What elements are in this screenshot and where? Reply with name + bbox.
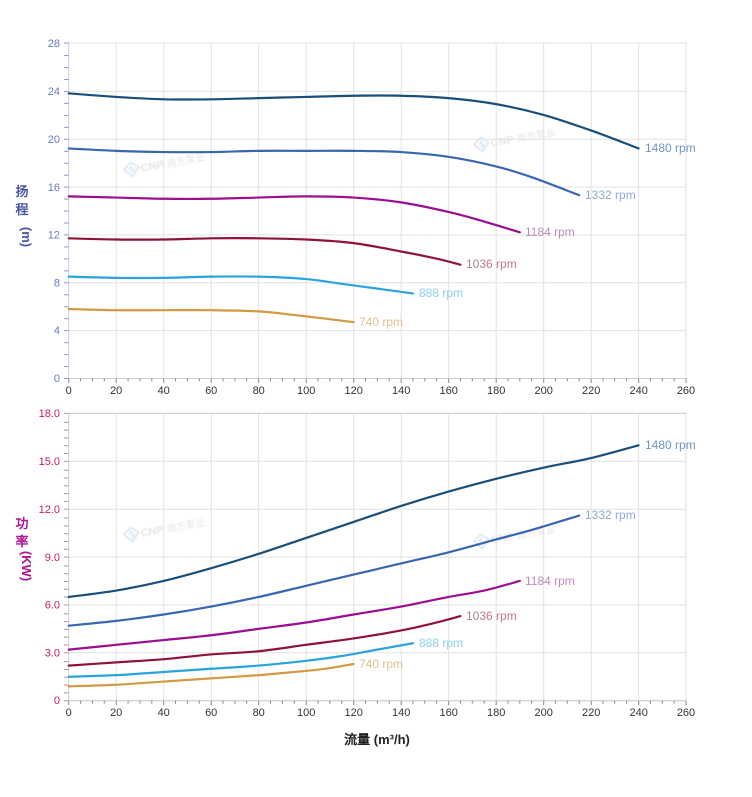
svg-text:740 rpm: 740 rpm bbox=[359, 657, 403, 671]
svg-text:1332 rpm: 1332 rpm bbox=[585, 188, 636, 202]
svg-text:16: 16 bbox=[48, 182, 60, 194]
svg-text:12: 12 bbox=[48, 230, 60, 242]
svg-text:220: 220 bbox=[582, 385, 600, 397]
svg-text:160: 160 bbox=[440, 707, 458, 719]
svg-text:15.0: 15.0 bbox=[39, 456, 60, 468]
svg-text:100: 100 bbox=[297, 385, 315, 397]
svg-text:240: 240 bbox=[630, 707, 648, 719]
svg-text:(m): (m) bbox=[19, 227, 34, 247]
svg-text:1036 rpm: 1036 rpm bbox=[466, 609, 517, 623]
svg-text:40: 40 bbox=[158, 385, 170, 397]
svg-text:率: 率 bbox=[15, 534, 28, 549]
svg-text:0: 0 bbox=[66, 707, 72, 719]
svg-text:3.0: 3.0 bbox=[45, 648, 60, 660]
svg-text:28: 28 bbox=[48, 38, 60, 50]
svg-text:80: 80 bbox=[253, 385, 265, 397]
svg-text:1480 rpm: 1480 rpm bbox=[645, 141, 696, 155]
svg-text:6.0: 6.0 bbox=[45, 600, 60, 612]
svg-text:40: 40 bbox=[158, 707, 170, 719]
svg-text:(KW): (KW) bbox=[19, 551, 34, 581]
svg-text:120: 120 bbox=[345, 385, 363, 397]
svg-text:1036 rpm: 1036 rpm bbox=[466, 257, 517, 271]
svg-text:8: 8 bbox=[54, 278, 60, 290]
svg-text:180: 180 bbox=[487, 707, 505, 719]
svg-text:1184 rpm: 1184 rpm bbox=[525, 574, 575, 588]
svg-text:12.0: 12.0 bbox=[39, 504, 60, 516]
svg-text:140: 140 bbox=[392, 385, 410, 397]
svg-text:220: 220 bbox=[582, 707, 600, 719]
svg-text:200: 200 bbox=[535, 707, 553, 719]
svg-text:140: 140 bbox=[392, 707, 410, 719]
svg-text:20: 20 bbox=[110, 707, 122, 719]
svg-text:80: 80 bbox=[253, 707, 265, 719]
svg-text:60: 60 bbox=[205, 707, 217, 719]
svg-text:流量 (m³/h): 流量 (m³/h) bbox=[344, 732, 410, 747]
svg-text:888 rpm: 888 rpm bbox=[419, 636, 463, 650]
svg-text:20: 20 bbox=[48, 134, 60, 146]
svg-text:160: 160 bbox=[440, 385, 458, 397]
svg-text:24: 24 bbox=[48, 86, 60, 98]
svg-text:260: 260 bbox=[677, 707, 695, 719]
svg-text:程: 程 bbox=[15, 202, 28, 217]
svg-text:9.0: 9.0 bbox=[45, 552, 60, 564]
svg-text:扬: 扬 bbox=[15, 184, 28, 199]
svg-text:180: 180 bbox=[487, 385, 505, 397]
svg-text:740 rpm: 740 rpm bbox=[359, 315, 403, 329]
svg-text:0: 0 bbox=[66, 385, 72, 397]
svg-text:60: 60 bbox=[205, 385, 217, 397]
svg-text:0: 0 bbox=[54, 695, 60, 707]
svg-text:200: 200 bbox=[535, 385, 553, 397]
svg-text:18.0: 18.0 bbox=[39, 408, 60, 420]
svg-text:100: 100 bbox=[297, 707, 315, 719]
svg-text:1184 rpm: 1184 rpm bbox=[525, 225, 575, 239]
svg-text:240: 240 bbox=[630, 385, 648, 397]
svg-text:20: 20 bbox=[110, 385, 122, 397]
svg-text:功: 功 bbox=[15, 516, 28, 531]
svg-text:260: 260 bbox=[677, 385, 695, 397]
svg-text:888 rpm: 888 rpm bbox=[419, 286, 463, 300]
svg-text:0: 0 bbox=[54, 373, 60, 385]
svg-text:1332 rpm: 1332 rpm bbox=[585, 508, 636, 522]
svg-text:1480 rpm: 1480 rpm bbox=[645, 438, 696, 452]
svg-text:4: 4 bbox=[54, 325, 60, 337]
svg-text:120: 120 bbox=[345, 707, 363, 719]
